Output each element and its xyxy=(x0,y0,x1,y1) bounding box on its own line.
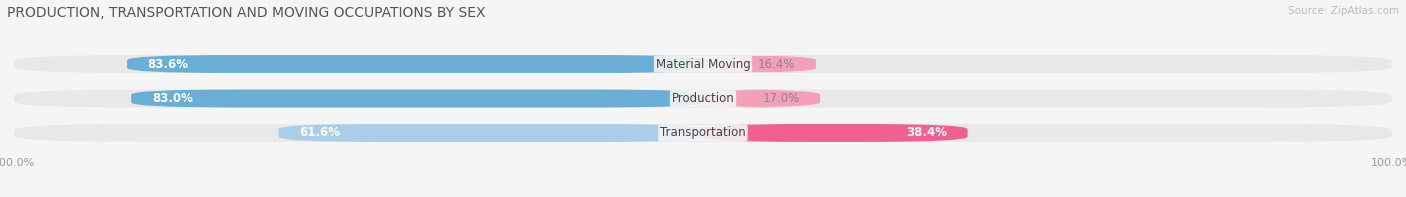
FancyBboxPatch shape xyxy=(14,55,1392,73)
FancyBboxPatch shape xyxy=(14,90,1392,108)
FancyBboxPatch shape xyxy=(131,90,703,108)
Text: Transportation: Transportation xyxy=(661,126,745,139)
Text: 17.0%: 17.0% xyxy=(762,92,800,105)
FancyBboxPatch shape xyxy=(703,55,815,73)
Text: Source: ZipAtlas.com: Source: ZipAtlas.com xyxy=(1288,6,1399,16)
FancyBboxPatch shape xyxy=(703,124,967,142)
Text: Material Moving: Material Moving xyxy=(655,58,751,71)
FancyBboxPatch shape xyxy=(14,124,1392,142)
Text: 61.6%: 61.6% xyxy=(299,126,340,139)
Text: Production: Production xyxy=(672,92,734,105)
Text: 83.0%: 83.0% xyxy=(152,92,193,105)
Text: 38.4%: 38.4% xyxy=(905,126,946,139)
Text: 83.6%: 83.6% xyxy=(148,58,188,71)
FancyBboxPatch shape xyxy=(278,124,703,142)
FancyBboxPatch shape xyxy=(127,55,703,73)
FancyBboxPatch shape xyxy=(703,90,820,108)
Text: PRODUCTION, TRANSPORTATION AND MOVING OCCUPATIONS BY SEX: PRODUCTION, TRANSPORTATION AND MOVING OC… xyxy=(7,6,485,20)
Text: 16.4%: 16.4% xyxy=(758,58,796,71)
